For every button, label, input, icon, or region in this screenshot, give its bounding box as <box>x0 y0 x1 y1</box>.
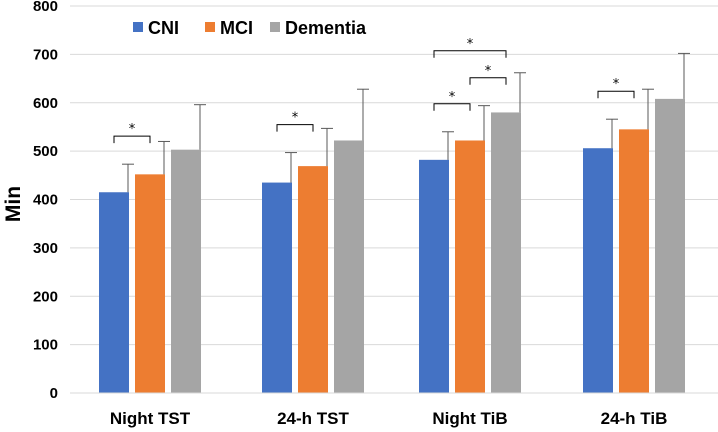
x-tick-label: 24-h TST <box>277 409 349 428</box>
bar <box>491 112 521 394</box>
y-tick-label: 100 <box>33 337 58 354</box>
significance-bracket <box>276 124 314 132</box>
bar <box>583 148 613 393</box>
significance-brackets: * * * * * * <box>113 37 635 144</box>
significance-marker: * <box>467 37 474 52</box>
bar <box>135 174 165 393</box>
bar <box>419 159 449 393</box>
significance-marker: * <box>292 111 299 126</box>
legend-label: CNI <box>148 18 179 38</box>
significance-bracket <box>433 50 507 58</box>
x-tick-label: 24-h TiB <box>601 409 668 428</box>
significance-bracket <box>597 90 635 99</box>
legend: CNI MCI Dementia <box>133 18 367 38</box>
y-tick-label: 600 <box>33 95 58 112</box>
legend-swatch <box>205 22 215 32</box>
bar <box>171 149 201 393</box>
legend-label: MCI <box>220 18 253 38</box>
bar <box>262 182 292 393</box>
legend-label: Dementia <box>285 18 367 38</box>
legend-swatch <box>270 22 280 32</box>
y-tick-label: 700 <box>33 46 58 63</box>
y-tick-label: 300 <box>33 240 58 257</box>
significance-marker: * <box>613 77 620 92</box>
bar-series <box>99 52 690 394</box>
bar <box>619 129 649 393</box>
bar <box>655 98 685 393</box>
y-axis-ticks: 0 100 200 300 400 500 600 700 800 <box>33 0 58 402</box>
x-axis-labels: Night TST 24-h TST Night TiB 24-h TiB <box>110 409 668 428</box>
y-tick-label: 500 <box>33 143 58 160</box>
y-tick-label: 200 <box>33 288 58 305</box>
significance-marker: * <box>449 90 456 105</box>
bar <box>298 166 328 393</box>
significance-marker: * <box>129 122 136 137</box>
significance-bracket <box>113 135 151 144</box>
bar <box>455 140 485 393</box>
significance-bracket <box>433 103 471 111</box>
y-axis-label: Min <box>2 186 25 222</box>
y-tick-label: 0 <box>50 385 58 402</box>
significance-marker: * <box>485 64 492 79</box>
significance-bracket <box>469 77 507 85</box>
bar <box>99 192 129 393</box>
y-tick-label: 400 <box>33 192 58 209</box>
x-tick-label: Night TiB <box>432 409 507 428</box>
bar <box>334 140 364 393</box>
legend-swatch <box>133 22 143 32</box>
y-tick-label: 800 <box>33 0 58 15</box>
x-tick-label: Night TST <box>110 409 191 428</box>
